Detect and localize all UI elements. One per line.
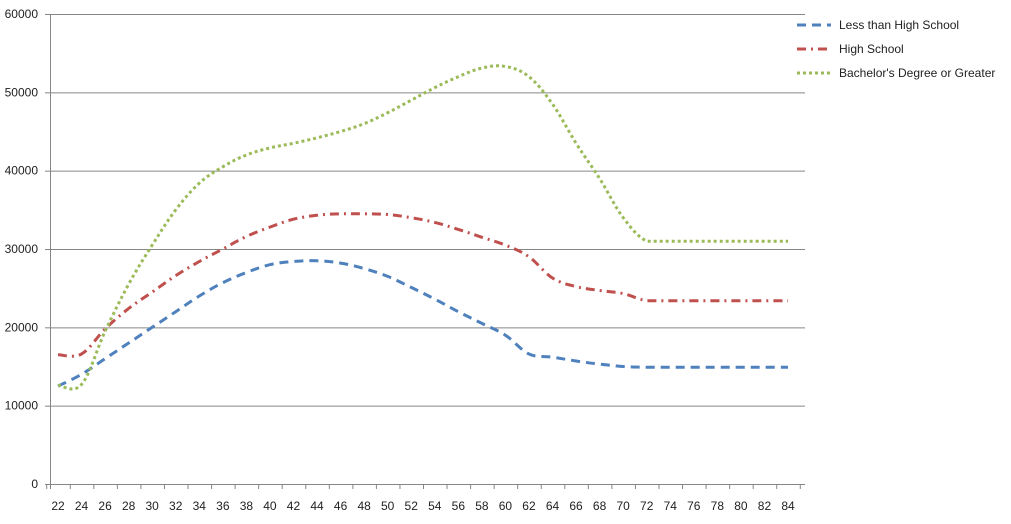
y-tick-labels: 0 10000 20000 30000 40000 50000 60000 <box>5 7 39 491</box>
y-tick-label: 30000 <box>5 242 39 256</box>
legend-item-1: High School <box>797 42 904 56</box>
x-tick-label: 76 <box>687 499 701 513</box>
x-tick-label: 68 <box>593 499 607 513</box>
gridlines <box>50 14 805 407</box>
series-line <box>57 212 788 358</box>
y-tick-label: 60000 <box>5 7 39 21</box>
series-lines <box>57 64 788 391</box>
x-tick-label: 84 <box>781 499 795 513</box>
x-tick-label: 56 <box>452 499 466 513</box>
x-tick-label: 28 <box>122 499 136 513</box>
x-tick-label: 52 <box>405 499 419 513</box>
x-tick-label: 32 <box>169 499 183 513</box>
x-tick-label: 46 <box>334 499 348 513</box>
legend-label: Less than High School <box>839 18 959 32</box>
legend-label: High School <box>839 42 904 56</box>
series-2 <box>57 64 788 391</box>
x-tick-label: 26 <box>98 499 112 513</box>
series-line <box>57 64 788 391</box>
y-tick-label: 50000 <box>5 85 39 99</box>
legend-item-0: Less than High School <box>797 18 959 32</box>
series-line <box>57 259 788 388</box>
axes <box>45 14 805 489</box>
x-tick-label: 66 <box>569 499 583 513</box>
x-tick-label: 78 <box>711 499 725 513</box>
y-tick-label: 0 <box>31 477 38 491</box>
x-tick-label: 38 <box>240 499 254 513</box>
x-tick-label: 24 <box>75 499 89 513</box>
x-tick-label: 74 <box>664 499 678 513</box>
x-tick-label: 72 <box>640 499 654 513</box>
x-tick-labels: 22 24 26 28 30 32 34 36 38 40 42 44 46 48 50 52 54 56 58 60… <box>51 499 795 513</box>
x-tick-label: 50 <box>381 499 395 513</box>
x-tick-label: 62 <box>522 499 536 513</box>
x-tick-label: 44 <box>310 499 324 513</box>
legend: Less than High School High School Bachelor… <box>797 18 995 80</box>
x-tick-label: 58 <box>475 499 489 513</box>
x-tick-label: 64 <box>546 499 560 513</box>
x-tick-label: 48 <box>357 499 371 513</box>
legend-item-2: Bachelor's Degree or Greater <box>797 66 995 80</box>
x-tick-label: 42 <box>287 499 301 513</box>
y-tick-label: 20000 <box>5 320 39 334</box>
x-tick-label: 34 <box>193 499 207 513</box>
x-tick-label: 80 <box>734 499 748 513</box>
x-tick-label: 40 <box>263 499 277 513</box>
series-0 <box>57 259 788 388</box>
x-tick-label: 82 <box>758 499 772 513</box>
x-tick-label: 60 <box>499 499 513 513</box>
x-tick-label: 70 <box>616 499 630 513</box>
x-tick-label: 22 <box>51 499 65 513</box>
legend-label: Bachelor's Degree or Greater <box>839 66 995 80</box>
x-tick-label: 54 <box>428 499 442 513</box>
y-tick-label: 40000 <box>5 164 39 178</box>
y-tick-label: 10000 <box>5 399 39 413</box>
series-1 <box>57 212 788 358</box>
x-tick-label: 30 <box>146 499 160 513</box>
x-tick-label: 36 <box>216 499 230 513</box>
